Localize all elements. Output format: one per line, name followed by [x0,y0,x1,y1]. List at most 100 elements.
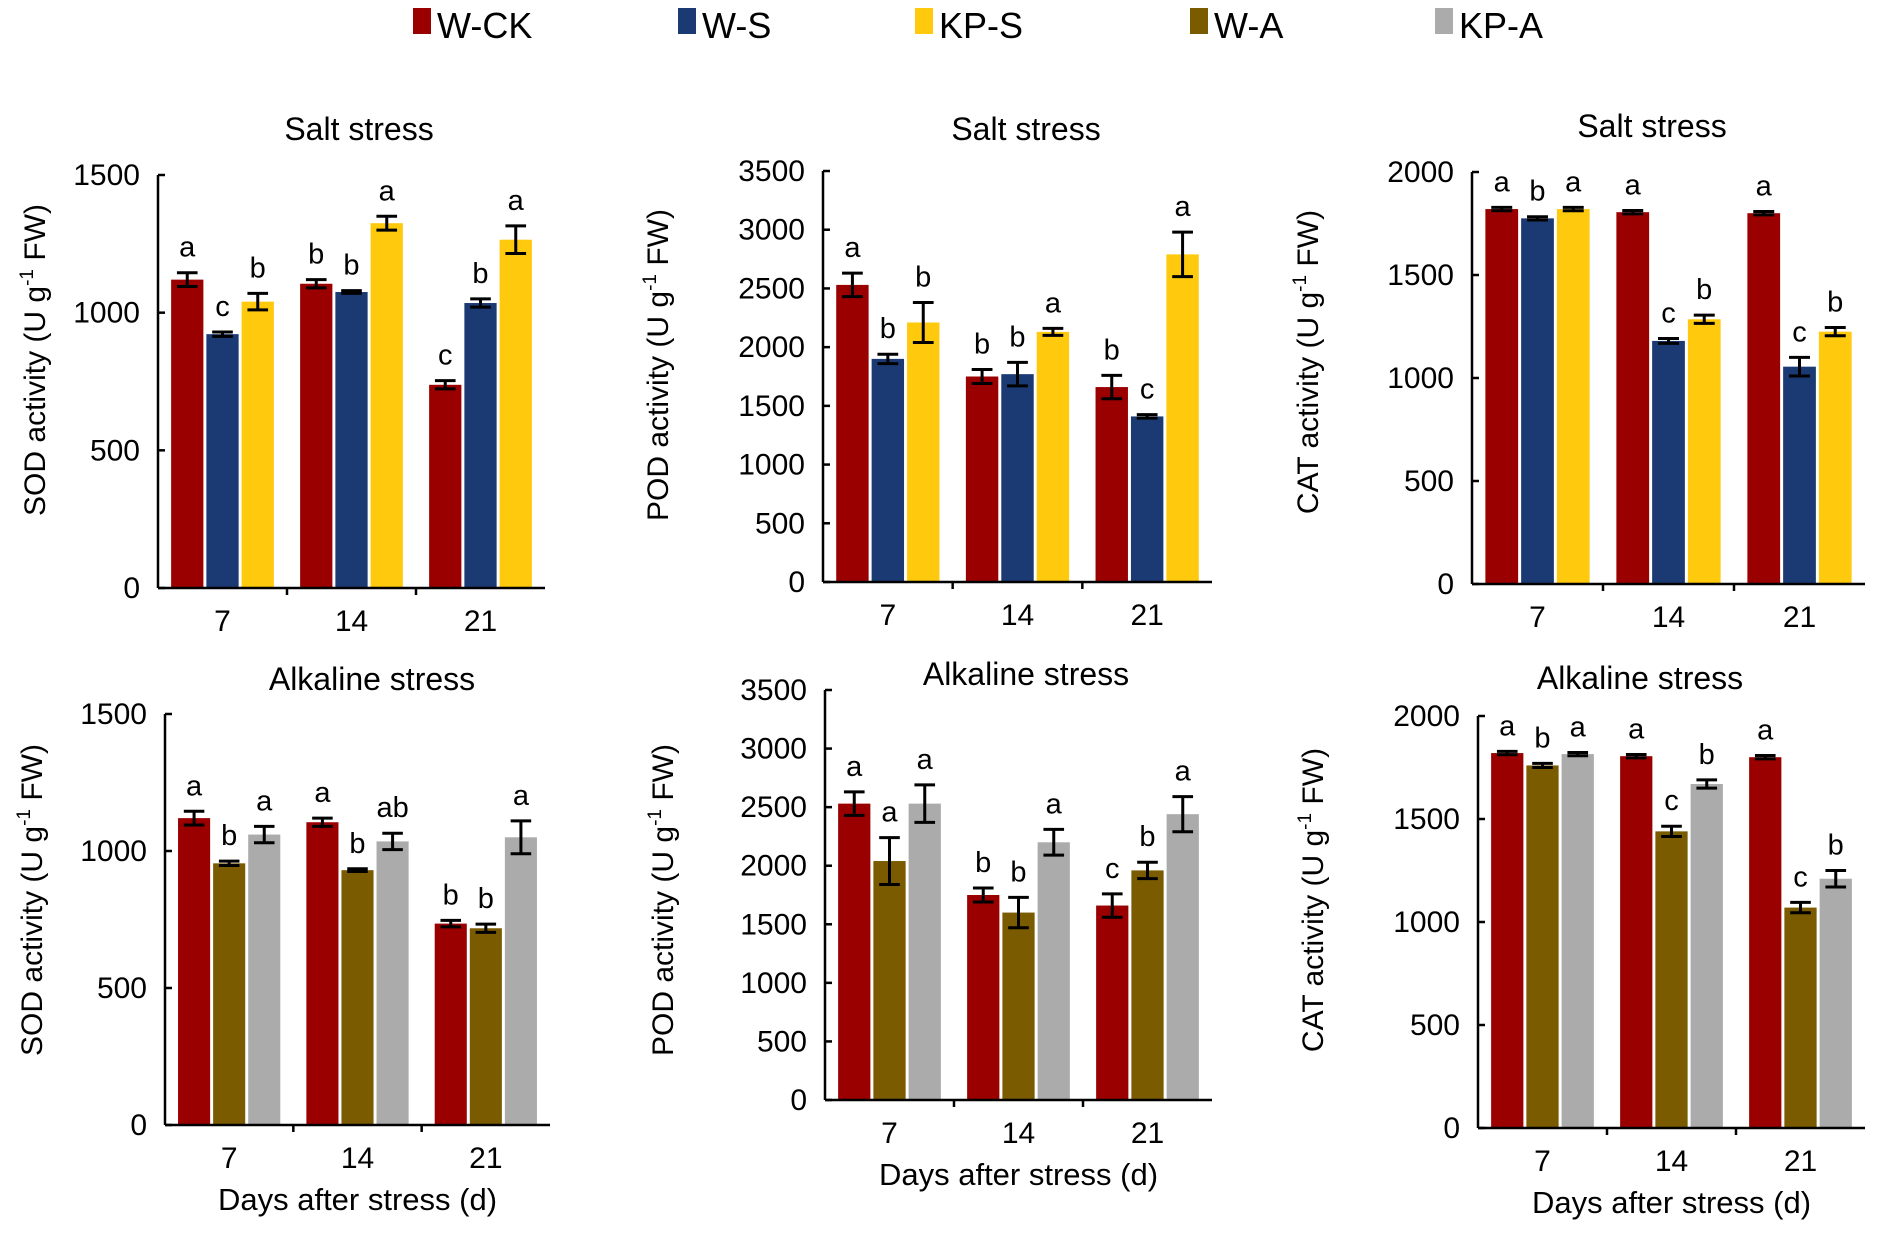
error-bar-kp-a-day-21 [510,819,532,856]
significance-letter: b [1529,176,1545,208]
bar-kp-s-day-14 [1036,331,1070,582]
significance-letter: a [1570,711,1587,743]
legend-swatch-w-s [678,8,696,34]
bar-w-ck-day-21 [1749,757,1782,1128]
bar-kp-s-day-7 [1556,209,1590,584]
error-bar-w-ck-day-21 [1753,210,1775,217]
error-bar-w-ck-day-14 [972,886,994,904]
significance-letter: b [250,252,266,284]
y-tick-label: 0 [788,566,805,599]
y-axis-label: POD activity (U g-1 FW) [640,209,675,521]
x-axis-label: Days after stress (d) [218,1182,497,1217]
significance-letter: b [975,847,991,879]
chart-title: Salt stress [284,111,433,147]
bar-w-ck-day-14 [306,822,339,1125]
error-bar-kp-s-day-14 [1693,313,1715,325]
bar-w-a-day-7 [873,861,906,1100]
significance-letter: ab [376,792,408,824]
bar-w-s-day-14 [1001,374,1034,582]
y-tick-label: 1000 [740,967,807,1000]
error-bar-kp-a-day-14 [382,831,403,852]
error-bar-kp-a-day-7 [253,824,275,845]
bar-kp-a-day-7 [248,834,281,1125]
legend-label-w-s: W-S [702,5,771,46]
bar-w-ck-day-7 [838,803,871,1100]
significance-letter: b [1827,287,1843,319]
y-tick-label: 500 [1404,465,1454,498]
significance-letter: a [1045,287,1062,319]
bar-w-ck-day-7 [171,279,204,588]
significance-letter: b [221,820,237,852]
bar-kp-s-day-7 [241,301,274,588]
y-axis-label: POD activity (U g-1 FW) [645,744,680,1056]
y-tick-label: 2000 [1393,700,1460,733]
y-tick-label: 1000 [738,449,805,482]
x-tick-label: 14 [1002,1117,1035,1150]
y-tick-label: 500 [757,1025,807,1058]
y-tick-label: 1500 [73,159,140,192]
error-bar-w-a-day-14 [1008,895,1029,930]
y-tick-label: 0 [790,1084,807,1117]
x-tick-label: 21 [464,605,497,638]
significance-letter: b [308,239,324,271]
legend-swatch-w-ck [413,8,431,34]
bar-kp-s-day-14 [1687,319,1721,584]
x-tick-label: 21 [469,1142,502,1175]
y-tick-label: 3500 [738,155,805,188]
bar-kp-a-day-14 [1690,783,1723,1128]
error-bar-w-s-day-7 [877,352,899,366]
error-bar-kp-s-day-14 [1042,326,1064,337]
significance-letter: b [443,879,459,911]
bar-kp-a-day-21 [1166,814,1199,1100]
significance-letter: c [1664,785,1679,817]
significance-letter: b [1699,739,1715,771]
y-tick-label: 3500 [740,674,807,707]
error-bar-kp-a-day-14 [1696,778,1718,790]
significance-letter: a [917,744,934,776]
significance-letter: b [974,328,990,360]
error-bar-w-ck-day-7 [183,809,205,827]
x-tick-label: 7 [1534,1145,1551,1178]
significance-letter: c [1792,316,1807,348]
error-bar-kp-s-day-21 [505,224,527,255]
error-bar-w-s-day-7 [1527,215,1548,222]
legend-swatch-w-a [1190,8,1208,34]
legend-swatch-kp-a [1435,8,1453,34]
alkaline-sod-chart: Alkaline stress SOD activity (U g-1 FW) a a… [14,661,550,1217]
error-bar-kp-a-day-7 [914,783,936,824]
significance-letter: c [438,340,453,372]
bar-w-ck-day-7 [836,284,869,582]
significance-letter: a [1565,166,1582,198]
y-tick-label: 2000 [1387,156,1454,189]
error-bar-w-ck-day-14 [305,278,327,290]
error-bar-w-s-day-21 [470,297,491,309]
significance-letter: b [1696,274,1712,306]
chart-title: Alkaline stress [269,661,475,697]
significance-letter: a [1625,170,1642,202]
y-tick-label: 500 [97,972,147,1005]
significance-letter: a [846,751,863,783]
y-tick-label: 2500 [738,272,805,305]
error-bar-w-ck-day-7 [843,790,865,817]
significance-letter: a [1175,756,1192,788]
y-tick-label: 500 [1410,1009,1460,1042]
x-tick-label: 7 [879,599,896,632]
y-tick-label: 2000 [740,850,807,883]
error-bar-w-a-day-7 [218,859,240,868]
y-tick-label: 1500 [740,908,807,941]
bar-w-s-day-14 [335,292,368,588]
y-tick-label: 1000 [73,297,140,330]
significance-letter: b [349,828,365,860]
bar-w-s-day-7 [871,358,905,582]
x-axis-label: Days after stress (d) [1532,1185,1811,1220]
significance-letter: b [478,883,494,915]
error-bar-w-a-day-7 [879,836,900,886]
bar-w-a-day-14 [341,870,374,1125]
significance-letter: b [1009,321,1025,353]
significance-letter: a [1046,788,1063,820]
bar-w-a-day-14 [1002,912,1035,1100]
error-bar-w-s-day-21 [1136,413,1158,420]
significance-letter: a [844,232,861,264]
